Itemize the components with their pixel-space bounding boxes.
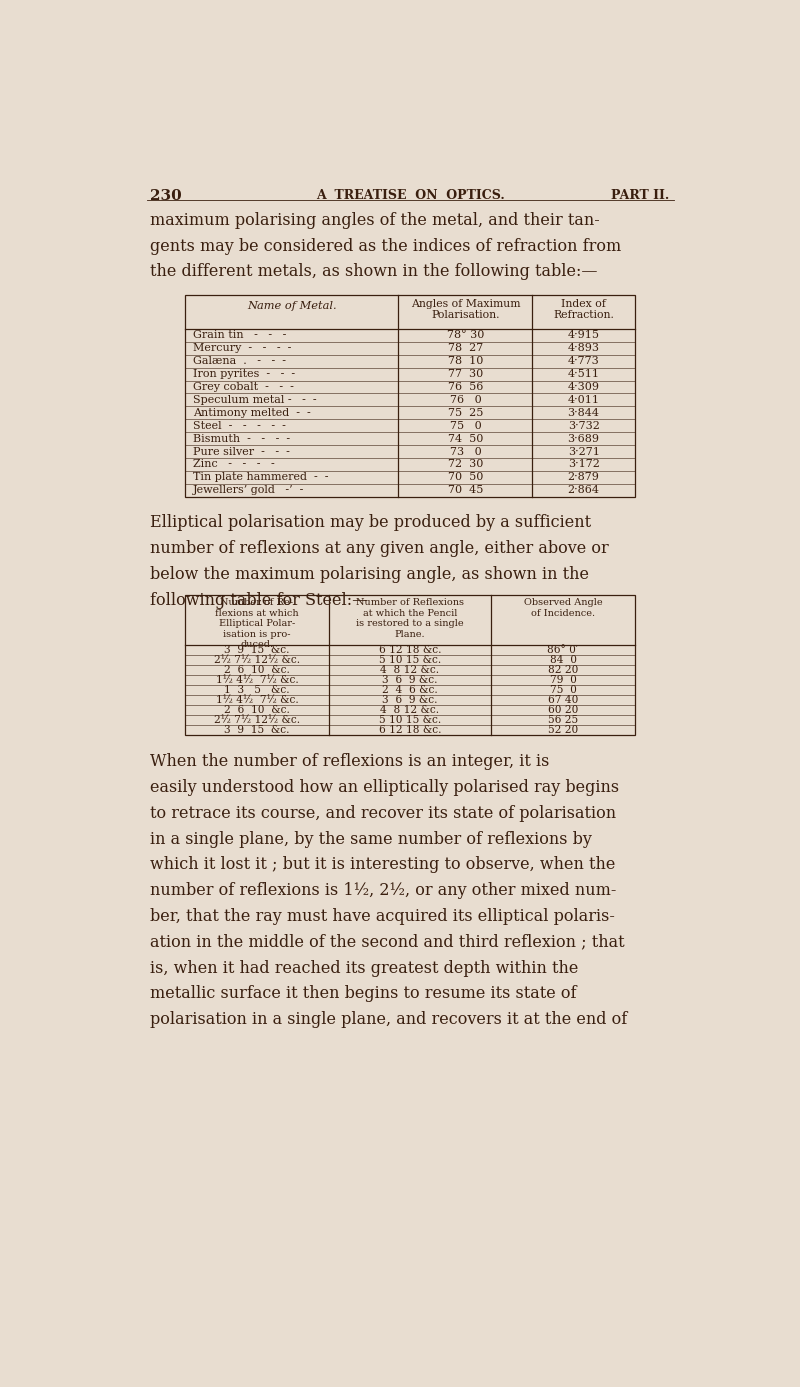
Text: 75  25: 75 25 (448, 408, 483, 417)
Text: 3·172: 3·172 (568, 459, 599, 469)
Text: Galæna  .   -   -  -: Galæna . - - - (193, 356, 286, 366)
Text: 1½ 4½  7½ &c.: 1½ 4½ 7½ &c. (215, 695, 298, 706)
Text: Bismuth  -   -   -  -: Bismuth - - - - (193, 434, 290, 444)
Text: 3·271: 3·271 (568, 447, 599, 456)
Text: Zinc   -   -   -   -: Zinc - - - - (193, 459, 274, 469)
Text: 74  50: 74 50 (448, 434, 483, 444)
Text: Antimony melted  -  -: Antimony melted - - (193, 408, 310, 417)
Text: 4·893: 4·893 (568, 343, 600, 354)
Text: 76   0: 76 0 (450, 395, 482, 405)
Text: When the number of reflexions is an integer, it is: When the number of reflexions is an inte… (150, 753, 550, 770)
Text: 72  30: 72 30 (448, 459, 483, 469)
Text: 4·773: 4·773 (568, 356, 599, 366)
Text: 2·879: 2·879 (568, 473, 599, 483)
Text: 5 10 15 &c.: 5 10 15 &c. (379, 656, 441, 666)
Text: Number of Re-
flexions at which
Elliptical Polar-
isation is pro-
duced.: Number of Re- flexions at which Elliptic… (215, 598, 298, 649)
Text: 2½ 7½ 12½ &c.: 2½ 7½ 12½ &c. (214, 656, 300, 666)
Text: 3·732: 3·732 (568, 420, 599, 431)
Text: 4·915: 4·915 (568, 330, 600, 340)
Text: 2½ 7½ 12½ &c.: 2½ 7½ 12½ &c. (214, 716, 300, 725)
Text: number of reflexions is 1½, 2½, or any other mixed num-: number of reflexions is 1½, 2½, or any o… (150, 882, 617, 899)
Text: 52 20: 52 20 (548, 725, 578, 735)
Text: Angles of Maximum
Polarisation.: Angles of Maximum Polarisation. (410, 298, 520, 320)
Text: Mercury  -   -   -  -: Mercury - - - - (193, 343, 291, 354)
Text: 4·511: 4·511 (568, 369, 600, 379)
Text: 3  6  9 &c.: 3 6 9 &c. (382, 675, 438, 685)
Text: 84  0: 84 0 (550, 656, 577, 666)
Text: 230: 230 (150, 189, 182, 203)
Text: 78° 30: 78° 30 (446, 330, 484, 340)
Text: Pure silver  -   -  -: Pure silver - - - (193, 447, 290, 456)
Text: Number of Reflexions
at which the Pencil
is restored to a single
Plane.: Number of Reflexions at which the Pencil… (356, 598, 464, 638)
Text: 3·689: 3·689 (568, 434, 600, 444)
Text: Name of Metal.: Name of Metal. (247, 301, 337, 311)
Text: gents may be considered as the indices of refraction from: gents may be considered as the indices o… (150, 237, 622, 255)
Text: 4·309: 4·309 (568, 381, 600, 393)
Text: 67 40: 67 40 (548, 695, 578, 706)
Text: 2  6  10  &c.: 2 6 10 &c. (224, 706, 290, 716)
Text: 78  27: 78 27 (448, 343, 483, 354)
Text: 4  8 12 &c.: 4 8 12 &c. (381, 666, 439, 675)
Text: 6 12 18 &c.: 6 12 18 &c. (378, 725, 442, 735)
Text: in a single plane, by the same number of reflexions by: in a single plane, by the same number of… (150, 831, 592, 847)
Text: 70  45: 70 45 (448, 485, 483, 495)
Text: 86° 0′: 86° 0′ (547, 645, 578, 656)
Text: 3·844: 3·844 (568, 408, 600, 417)
Text: A  TREATISE  ON  OPTICS.: A TREATISE ON OPTICS. (316, 189, 504, 201)
Text: Elliptical polarisation may be produced by a sufficient: Elliptical polarisation may be produced … (150, 515, 591, 531)
Text: PART II.: PART II. (611, 189, 670, 201)
Text: 56 25: 56 25 (548, 716, 578, 725)
Text: 75   0: 75 0 (450, 420, 482, 431)
Text: 82 20: 82 20 (548, 666, 578, 675)
Text: easily understood how an elliptically polarised ray begins: easily understood how an elliptically po… (150, 779, 619, 796)
Text: maximum polarising angles of the metal, and their tan-: maximum polarising angles of the metal, … (150, 212, 600, 229)
Text: polarisation in a single plane, and recovers it at the end of: polarisation in a single plane, and reco… (150, 1011, 628, 1028)
Text: Index of
Refraction.: Index of Refraction. (553, 298, 614, 320)
Text: 2·864: 2·864 (568, 485, 600, 495)
Text: 75  0: 75 0 (550, 685, 577, 695)
Text: Tin plate hammered  -  -: Tin plate hammered - - (193, 473, 329, 483)
Text: Jewellers’ gold   -’  -: Jewellers’ gold -’ - (193, 485, 304, 495)
Text: 4  8 12 &c.: 4 8 12 &c. (381, 706, 439, 716)
Text: following table for Steel:—: following table for Steel:— (150, 592, 369, 609)
Text: 1½ 4½  7½ &c.: 1½ 4½ 7½ &c. (215, 675, 298, 685)
Bar (186, 595, 634, 735)
Text: 3  6  9 &c.: 3 6 9 &c. (382, 695, 438, 706)
Text: Steel  -   -   -   -  -: Steel - - - - - (193, 420, 286, 431)
Text: 70  50: 70 50 (448, 473, 483, 483)
Text: metallic surface it then begins to resume its state of: metallic surface it then begins to resum… (150, 985, 577, 1003)
Text: 73   0: 73 0 (450, 447, 482, 456)
Text: which it lost it ; but it is interesting to observe, when the: which it lost it ; but it is interesting… (150, 856, 616, 874)
Text: 3  9  15  &c.: 3 9 15 &c. (224, 645, 290, 656)
Text: 6 12 18 &c.: 6 12 18 &c. (378, 645, 442, 656)
Text: ber, that the ray must have acquired its elliptical polaris-: ber, that the ray must have acquired its… (150, 908, 615, 925)
Text: the different metals, as shown in the following table:—: the different metals, as shown in the fo… (150, 264, 598, 280)
Text: 79  0: 79 0 (550, 675, 577, 685)
Text: ation in the middle of the second and third reflexion ; that: ation in the middle of the second and th… (150, 933, 625, 950)
Text: 60 20: 60 20 (548, 706, 578, 716)
Text: 77  30: 77 30 (448, 369, 483, 379)
Text: 1  3   5   &c.: 1 3 5 &c. (224, 685, 290, 695)
Text: below the maximum polarising angle, as shown in the: below the maximum polarising angle, as s… (150, 566, 590, 583)
Text: 3  9  15  &c.: 3 9 15 &c. (224, 725, 290, 735)
Text: 2  6  10  &c.: 2 6 10 &c. (224, 666, 290, 675)
Text: is, when it had reached its greatest depth within the: is, when it had reached its greatest dep… (150, 960, 578, 976)
Text: 4·011: 4·011 (568, 395, 600, 405)
Text: Speculum metal -   -  -: Speculum metal - - - (193, 395, 317, 405)
Text: Observed Angle
of Incidence.: Observed Angle of Incidence. (524, 598, 602, 617)
Text: 76  56: 76 56 (448, 381, 483, 393)
Text: Grain tin   -   -   -: Grain tin - - - (193, 330, 286, 340)
Bar (186, 295, 634, 497)
Text: 2  4  6 &c.: 2 4 6 &c. (382, 685, 438, 695)
Text: number of reflexions at any given angle, either above or: number of reflexions at any given angle,… (150, 541, 609, 558)
Text: Grey cobalt  -   -  -: Grey cobalt - - - (193, 381, 294, 393)
Text: to retrace its course, and recover its state of polarisation: to retrace its course, and recover its s… (150, 804, 617, 821)
Text: Iron pyrites  -   -  -: Iron pyrites - - - (193, 369, 295, 379)
Text: 78  10: 78 10 (448, 356, 483, 366)
Text: 5 10 15 &c.: 5 10 15 &c. (379, 716, 441, 725)
